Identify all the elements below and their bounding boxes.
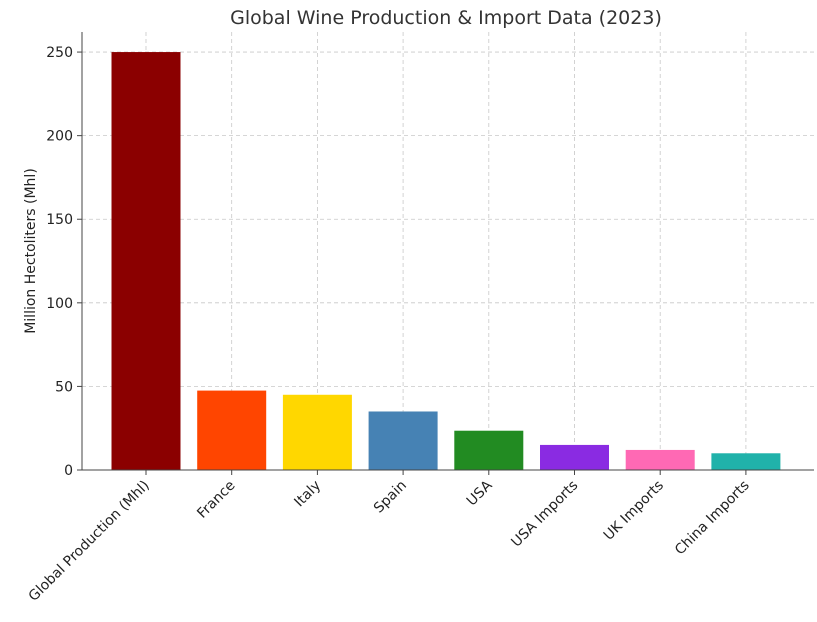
x-tick-label: China Imports [672,478,753,559]
axes-layer [77,32,814,475]
chart-title: Global Wine Production & Import Data (20… [230,7,662,29]
x-tick-label: Italy [291,478,324,511]
grid-layer [82,32,814,471]
y-axis-label: Million Hectoliters (Mhl) [23,168,39,334]
x-tick-label: UK Imports [601,478,667,544]
x-tick-label: USA [464,477,496,509]
bars-layer [111,52,781,471]
bar-uk-imports [625,449,695,470]
x-tick-label: Global Production (Mhl) [26,478,153,605]
bar-global-production-mhl [111,52,181,471]
bar-usa-imports [540,444,609,470]
x-tick-label: USA Imports [508,478,581,551]
y-tick-label: 150 [46,212,73,228]
bar-spain [368,411,438,470]
x-tick-labels: Global Production (Mhl) France Italy Spain U… [26,477,753,604]
bar-italy [282,394,352,470]
bar-china-imports [711,453,781,470]
bar-usa [454,430,524,470]
y-tick-label: 200 [46,129,73,145]
x-tick-label: Spain [371,478,410,517]
y-tick-label: 50 [55,379,73,395]
y-tick-labels: 0 50 100 150 200 250 [46,45,73,479]
bar-france [197,390,267,470]
y-tick-label: 0 [64,463,73,479]
y-tick-label: 250 [46,45,73,61]
y-tick-label: 100 [46,296,73,312]
x-tick-label: France [194,478,238,522]
